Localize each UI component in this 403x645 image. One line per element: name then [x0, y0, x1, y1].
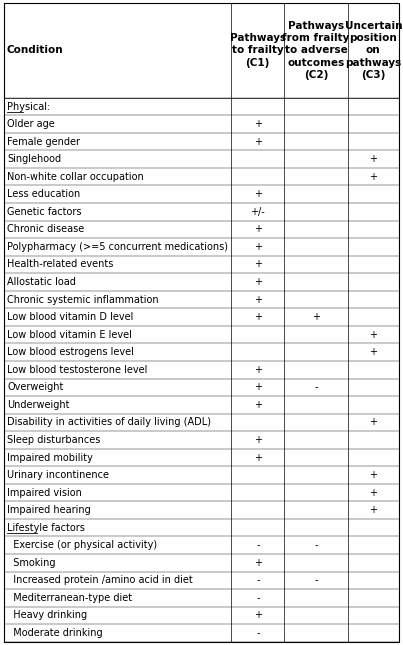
Text: -: - — [256, 575, 260, 586]
Text: Older age: Older age — [7, 119, 55, 129]
Text: +: + — [254, 295, 262, 304]
Text: Genetic factors: Genetic factors — [7, 207, 82, 217]
Text: +: + — [369, 417, 377, 428]
Text: Less education: Less education — [7, 189, 81, 199]
Text: Smoking: Smoking — [7, 558, 56, 568]
Text: +: + — [254, 558, 262, 568]
Text: Impaired vision: Impaired vision — [7, 488, 82, 497]
Text: +: + — [254, 189, 262, 199]
Text: Disability in activities of daily living (ADL): Disability in activities of daily living… — [7, 417, 211, 428]
Text: Overweight: Overweight — [7, 382, 64, 392]
Text: Pathways
from frailty
to adverse
outcomes
(C2): Pathways from frailty to adverse outcome… — [283, 21, 350, 80]
Text: +: + — [369, 347, 377, 357]
Text: Singlehood: Singlehood — [7, 154, 61, 164]
Text: Heavy drinking: Heavy drinking — [7, 610, 87, 620]
Text: +: + — [254, 312, 262, 322]
Text: Pathways
to frailty
(C1): Pathways to frailty (C1) — [230, 33, 286, 68]
Text: -: - — [256, 593, 260, 603]
Text: Low blood vitamin E level: Low blood vitamin E level — [7, 330, 132, 340]
Text: -: - — [314, 541, 318, 550]
Text: Chronic disease: Chronic disease — [7, 224, 85, 234]
Text: Mediterranean-type diet: Mediterranean-type diet — [7, 593, 132, 603]
Text: +/-: +/- — [250, 207, 265, 217]
Text: Exercise (or physical activity): Exercise (or physical activity) — [7, 541, 158, 550]
Text: Lifestyle factors: Lifestyle factors — [7, 522, 85, 533]
Text: Impaired mobility: Impaired mobility — [7, 453, 93, 462]
Text: +: + — [254, 137, 262, 146]
Text: +: + — [254, 259, 262, 270]
Text: -: - — [256, 628, 260, 638]
Text: Allostatic load: Allostatic load — [7, 277, 76, 287]
Text: Physical:: Physical: — [7, 101, 50, 112]
Text: +: + — [254, 382, 262, 392]
Text: +: + — [254, 242, 262, 252]
Text: +: + — [254, 453, 262, 462]
Text: +: + — [369, 172, 377, 182]
Text: +: + — [254, 435, 262, 445]
Text: Non-white collar occupation: Non-white collar occupation — [7, 172, 144, 182]
Text: +: + — [369, 154, 377, 164]
Text: -: - — [256, 541, 260, 550]
Text: +: + — [254, 400, 262, 410]
Text: Condition: Condition — [6, 46, 63, 55]
Text: +: + — [254, 365, 262, 375]
Text: Low blood testosterone level: Low blood testosterone level — [7, 365, 147, 375]
Text: Female gender: Female gender — [7, 137, 80, 146]
Text: Sleep disturbances: Sleep disturbances — [7, 435, 101, 445]
Text: Low blood vitamin D level: Low blood vitamin D level — [7, 312, 134, 322]
Text: +: + — [369, 488, 377, 497]
Text: -: - — [314, 382, 318, 392]
Text: Polypharmacy (>=5 concurrent medications): Polypharmacy (>=5 concurrent medications… — [7, 242, 228, 252]
Text: +: + — [254, 277, 262, 287]
Text: Uncertain
position
on
pathways
(C3): Uncertain position on pathways (C3) — [345, 21, 402, 80]
Text: +: + — [312, 312, 320, 322]
Text: Underweight: Underweight — [7, 400, 70, 410]
Text: +: + — [369, 505, 377, 515]
Text: Impaired hearing: Impaired hearing — [7, 505, 91, 515]
Text: +: + — [369, 330, 377, 340]
Text: Increased protein /amino acid in diet: Increased protein /amino acid in diet — [7, 575, 193, 586]
Text: +: + — [254, 610, 262, 620]
Text: +: + — [254, 119, 262, 129]
Text: Urinary incontinence: Urinary incontinence — [7, 470, 109, 480]
Text: Low blood estrogens level: Low blood estrogens level — [7, 347, 134, 357]
Text: Moderate drinking: Moderate drinking — [7, 628, 103, 638]
Text: Chronic systemic inflammation: Chronic systemic inflammation — [7, 295, 159, 304]
Text: +: + — [254, 224, 262, 234]
Text: +: + — [369, 470, 377, 480]
Text: -: - — [314, 575, 318, 586]
Text: Health-related events: Health-related events — [7, 259, 114, 270]
